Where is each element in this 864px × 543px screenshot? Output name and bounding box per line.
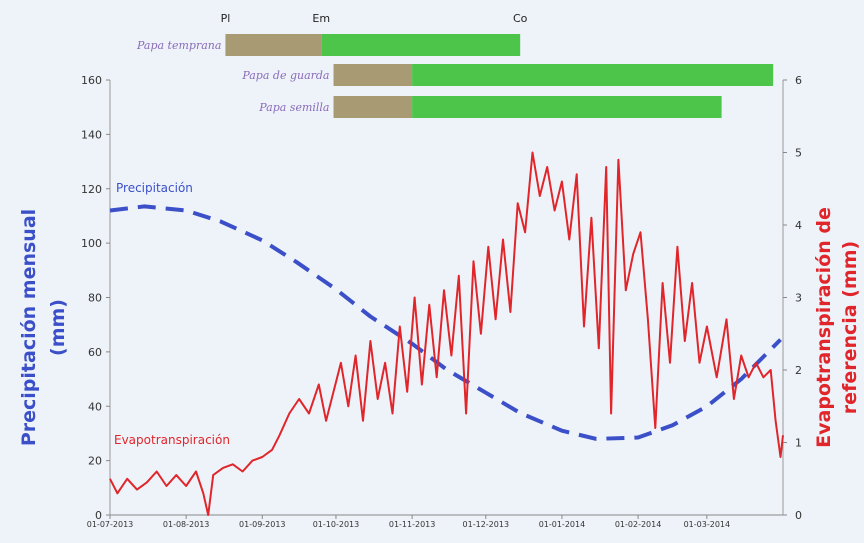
crop-bar-planting — [225, 34, 322, 56]
plot-area — [110, 80, 783, 515]
y-left-tick-label: 120 — [81, 183, 102, 196]
x-tick-label: 01-09-2013 — [239, 520, 286, 529]
y-right-tick-label: 0 — [795, 509, 802, 522]
crop-label: Papa de guarda — [241, 69, 329, 82]
x-tick-label: 01-07-2013 — [87, 520, 134, 529]
series-line-evapotranspiracion — [109, 151, 784, 516]
y-left-tick-label: 160 — [81, 74, 102, 87]
series-label-evapotranspiracion: Evapotranspiración — [114, 433, 230, 447]
crop-bar-growth — [412, 64, 774, 86]
crop-bar-planting — [333, 64, 413, 86]
y-right-tick-label: 2 — [795, 364, 802, 377]
crop-stage-label: Pl — [221, 12, 231, 25]
crop-bar-planting — [333, 96, 413, 118]
y-left-tick-label: 40 — [88, 400, 102, 413]
crop-stage-label: Co — [513, 12, 528, 25]
y-right-tick-label: 4 — [795, 219, 802, 232]
y-left-axis-title-line-2: (mm) — [47, 299, 69, 356]
x-tick-label: 01-02-2014 — [615, 520, 662, 529]
crop-label: Papa temprana — [136, 39, 221, 52]
x-tick-label: 01-12-2013 — [463, 520, 510, 529]
series-label-precipitacion: Precipitación — [116, 181, 193, 195]
crop-stage-label: Em — [312, 12, 330, 25]
series-line-precipitacion — [109, 204, 782, 441]
y-left-tick-label: 20 — [88, 455, 102, 468]
x-tick-label: 01-10-2013 — [313, 520, 360, 529]
y-right-tick-label: 5 — [795, 147, 802, 160]
y-left-axis-title-line-1: Precipitación mensual — [18, 209, 40, 446]
y-right-tick-label: 3 — [795, 292, 802, 305]
crop-bar-growth — [412, 96, 722, 118]
crop-label: Papa semilla — [258, 101, 329, 114]
x-tick-label: 01-03-2014 — [684, 520, 731, 529]
crop-bar-growth — [321, 34, 521, 56]
x-tick-label: 01-01-2014 — [539, 520, 586, 529]
y-right-tick-label: 1 — [795, 437, 802, 450]
y-left-tick-label: 100 — [81, 237, 102, 250]
y-left-tick-label: 0 — [95, 509, 102, 522]
y-right-tick-label: 6 — [795, 74, 802, 87]
x-tick-label: 01-08-2013 — [163, 520, 210, 529]
y-right-axis-title-line-1: Evapotranspiración de — [813, 207, 835, 448]
y-left-tick-label: 80 — [88, 292, 102, 305]
y-right-axis-title-line-2: referencia (mm) — [839, 241, 861, 414]
x-tick-label: 01-11-2013 — [389, 520, 436, 529]
y-left-tick-label: 140 — [81, 128, 102, 141]
y-left-tick-label: 60 — [88, 346, 102, 359]
